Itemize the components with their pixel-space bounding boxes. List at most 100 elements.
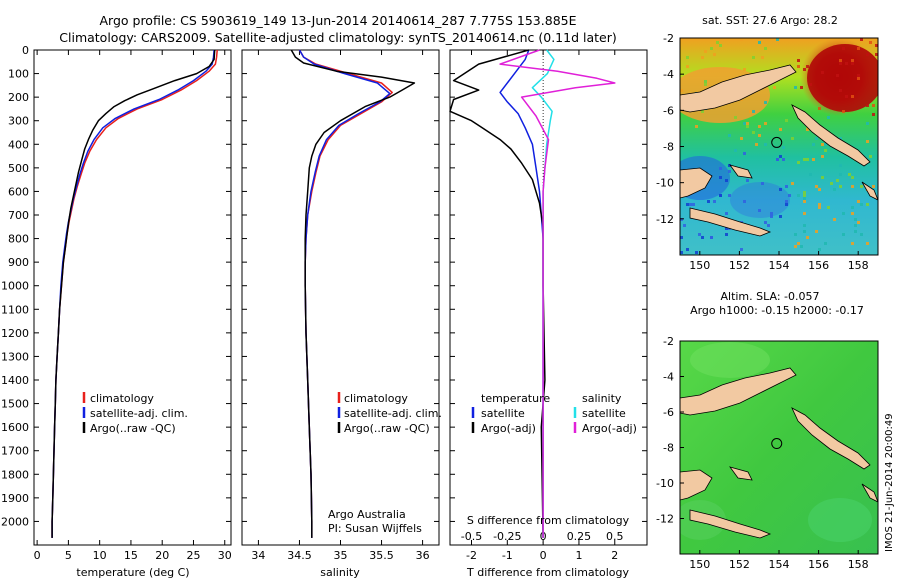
sst-pixel xyxy=(764,122,767,125)
sst-pixel xyxy=(803,68,806,71)
depth-tick-label: 1400 xyxy=(1,374,29,387)
sst-pixel xyxy=(824,143,827,146)
sla-patch-se xyxy=(808,498,872,542)
sst-pixel xyxy=(749,110,752,113)
sla-land xyxy=(680,367,878,539)
sst-cool-patch-s xyxy=(730,182,790,218)
difference-axes-frame xyxy=(449,49,648,546)
sst-island-se xyxy=(861,181,878,201)
difference-xtick-label: 2 xyxy=(611,549,618,562)
sst-pixel xyxy=(728,170,731,173)
sla-high-patch xyxy=(690,342,770,378)
sst-pixel xyxy=(704,80,707,83)
sst-pixel xyxy=(719,176,722,179)
sst-pixel xyxy=(818,107,821,110)
sst-pixel xyxy=(848,173,851,176)
depth-tick-label: 1100 xyxy=(1,303,29,316)
diff-legend-t-argo: Argo(-adj) xyxy=(481,422,536,435)
temperature-xtick-label: 30 xyxy=(218,549,232,562)
t-difference-label: T difference from climatology xyxy=(466,566,629,579)
sst-pixel xyxy=(821,155,824,158)
sst-pixel xyxy=(860,38,863,41)
depth-tick-label: 200 xyxy=(8,91,29,104)
salinity-xtick-label: 35.5 xyxy=(369,549,394,562)
temperature-xlabel: temperature (deg C) xyxy=(76,566,189,579)
sst-pixel xyxy=(785,203,788,206)
sst-pixel xyxy=(821,143,824,146)
depth-tick-label: 500 xyxy=(8,162,29,175)
sst-pixel xyxy=(779,128,782,131)
sst-pixel xyxy=(803,191,806,194)
sst-pixel xyxy=(704,50,707,53)
sst-pixel xyxy=(851,242,854,245)
sst-pixel xyxy=(698,233,701,236)
figure-title-line1: Argo profile: CS 5903619_149 13-Jun-2014… xyxy=(99,13,576,28)
temp-legend-climatology: climatology xyxy=(90,392,154,405)
depth-tick-label: 0 xyxy=(22,44,29,57)
temperature-panel: 0100200300400500600700800900100011001200… xyxy=(1,44,647,579)
sla-map-xtick-label: 158 xyxy=(848,558,869,571)
sst-map-title: sat. SST: 27.6 Argo: 28.2 xyxy=(702,14,838,27)
sst-pixel xyxy=(686,203,689,206)
sst-pixel xyxy=(803,158,806,161)
sst-new-britain xyxy=(680,64,797,113)
sst-pixel xyxy=(812,158,815,161)
sst-pixel xyxy=(686,65,689,68)
temp-legend-satellite: satellite-adj. clim. xyxy=(90,407,188,420)
sst-pixel xyxy=(851,212,854,215)
sst-pixel xyxy=(740,248,743,251)
sst-pixel xyxy=(803,197,806,200)
sst-pixel xyxy=(851,185,854,188)
sst-pixel xyxy=(758,125,761,128)
sst-map-xtick-label: 154 xyxy=(769,259,790,272)
sst-map-ytick-label: -8 xyxy=(663,141,674,154)
sst-pixel xyxy=(842,233,845,236)
sst-pixel xyxy=(800,245,803,248)
sst-pixel xyxy=(842,212,845,215)
salinity-xtick-label: 34.5 xyxy=(287,549,312,562)
sst-pixel xyxy=(845,95,848,98)
temperature-series-argo xyxy=(51,49,216,538)
sst-pixel xyxy=(824,242,827,245)
sst-pixel xyxy=(845,62,848,65)
sst-pixel xyxy=(851,206,854,209)
sst-pixel xyxy=(710,47,713,50)
sst-pixel xyxy=(779,188,782,191)
sst-pixel xyxy=(719,194,722,197)
sst-bougainville-chain xyxy=(791,104,871,167)
sst-pixel xyxy=(725,212,728,215)
sla-map-ytick-label: -2 xyxy=(663,335,674,348)
sst-pixel xyxy=(830,182,833,185)
diff-legend-temperature-heading: temperature xyxy=(481,392,550,405)
depth-tick-label: 1200 xyxy=(1,327,29,340)
sst-pixel xyxy=(764,221,767,224)
temperature-legend: climatology satellite-adj. clim. Argo(..… xyxy=(82,392,188,435)
sst-pixel xyxy=(818,248,821,251)
depth-tick-label: 100 xyxy=(8,68,29,81)
sst-pixel xyxy=(734,149,737,152)
sst-pixel xyxy=(755,143,758,146)
sst-pixel xyxy=(716,41,719,44)
diff-legend-salinity-heading: salinity xyxy=(582,392,622,405)
sst-map-ytick-label: -12 xyxy=(656,213,674,226)
temp-legend-argo: Argo(..raw -QC) xyxy=(90,422,176,435)
sla-new-britain xyxy=(680,367,797,416)
sst-pixel xyxy=(758,209,761,212)
sst-pixel xyxy=(854,218,857,221)
sst-land xyxy=(680,64,878,237)
sst-pixel xyxy=(809,83,812,86)
difference-xtick-label: -2 xyxy=(466,549,477,562)
difference-s-tick-label: 0.5 xyxy=(606,530,624,543)
sst-pixel xyxy=(746,179,749,182)
sst-pixel xyxy=(872,104,875,107)
sst-pixel xyxy=(860,185,863,188)
sst-pixel xyxy=(734,116,737,119)
sst-pixel xyxy=(740,137,743,140)
sst-pixel xyxy=(797,242,800,245)
sst-pixel xyxy=(872,113,875,116)
sst-pixel xyxy=(752,110,755,113)
depth-tick-label: 1300 xyxy=(1,350,29,363)
sst-pixel xyxy=(866,122,869,125)
sla-map-xtick-label: 154 xyxy=(769,558,790,571)
temperature-xtick-label: 25 xyxy=(186,549,200,562)
